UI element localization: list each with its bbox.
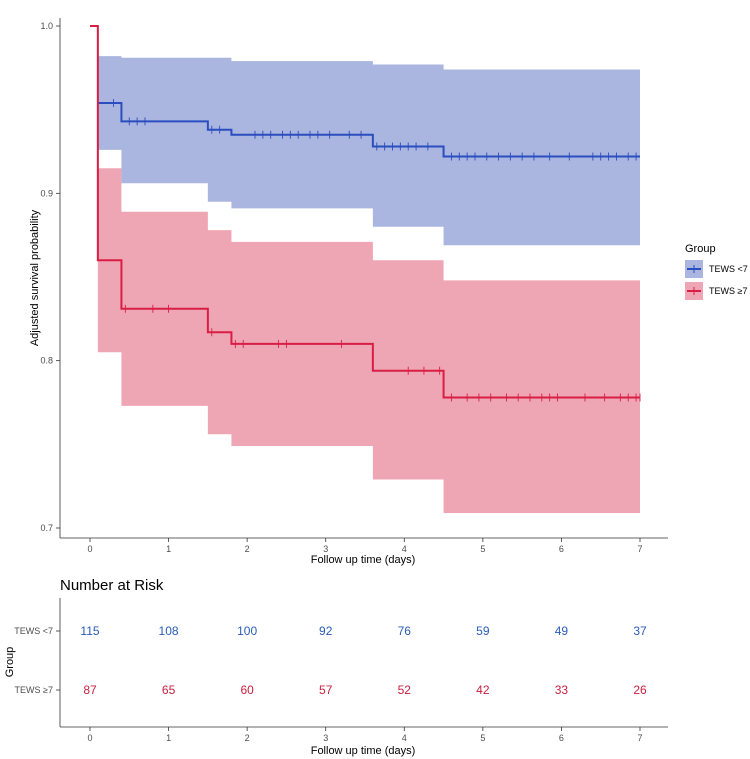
x-tick-label: 1 (166, 544, 171, 554)
x-tick-label: 7 (637, 544, 642, 554)
risk-x-axis-ticks: 0 1 2 3 4 5 6 7 (87, 727, 643, 743)
risk-value: 26 (633, 683, 647, 697)
x-tick-label: 0 (87, 544, 92, 554)
y-tick-label: 1.0 (40, 21, 53, 31)
censor-marks (113, 98, 641, 402)
risk-x-axis-title: Follow up time (days) (311, 745, 416, 757)
risk-value: 65 (162, 683, 176, 697)
y-tick-label: 0.8 (40, 356, 53, 366)
risk-x-tick-label: 5 (480, 733, 485, 743)
y-axis-title: Adjusted survival probability (29, 209, 41, 346)
x-tick-label: 3 (323, 544, 328, 554)
survival-lines (90, 25, 640, 399)
risk-value: 33 (555, 683, 569, 697)
risk-x-tick-label: 3 (323, 733, 328, 743)
x-tick-label: 6 (559, 544, 564, 554)
survival-line-series-2 (90, 25, 640, 399)
risk-value: 52 (398, 683, 412, 697)
y-tick-label: 0.7 (40, 523, 53, 533)
risk-table-title: Number at Risk (60, 577, 164, 594)
survival-line-series-1 (97, 101, 640, 158)
legend: Group TEWS <7 TEWS ≥7 (685, 243, 748, 300)
risk-value: 92 (319, 624, 333, 638)
risk-value: 87 (83, 683, 97, 697)
legend-label: TEWS <7 (709, 264, 748, 274)
risk-value: 100 (237, 624, 257, 638)
risk-value: 59 (476, 624, 490, 638)
ci-band-series-1 (97, 56, 641, 246)
risk-x-tick-label: 4 (402, 733, 407, 743)
legend-title: Group (685, 243, 716, 255)
risk-x-tick-label: 6 (559, 733, 564, 743)
x-axis-ticks: 0 1 2 3 4 5 6 7 (87, 538, 643, 554)
risk-x-tick-label: 1 (166, 733, 171, 743)
x-axis-title: Follow up time (days) (311, 554, 416, 566)
risk-x-tick-label: 7 (637, 733, 642, 743)
risk-x-tick-label: 2 (245, 733, 250, 743)
risk-value: 37 (633, 624, 647, 638)
x-tick-label: 4 (402, 544, 407, 554)
confidence-bands (97, 56, 641, 513)
risk-value: 60 (240, 683, 254, 697)
x-tick-label: 5 (480, 544, 485, 554)
risk-table: Number at Risk TEWS <7 115 108 100 92 76 59 49 3… (4, 577, 668, 757)
risk-row-label: TEWS ≥7 (15, 685, 53, 695)
risk-rows: TEWS <7 115 108 100 92 76 59 49 37 TEWS ≥7 87 65 60 5… (14, 624, 647, 697)
y-tick-label: 0.9 (40, 188, 53, 198)
x-tick-label: 2 (245, 544, 250, 554)
risk-value: 115 (80, 624, 99, 638)
risk-value: 49 (555, 624, 569, 638)
risk-row-label: TEWS <7 (14, 626, 53, 636)
risk-value: 42 (476, 683, 490, 697)
risk-value: 108 (159, 624, 179, 638)
risk-y-axis-title: Group (4, 647, 16, 678)
risk-value: 76 (398, 624, 412, 638)
legend-items: TEWS <7 TEWS ≥7 (685, 260, 748, 300)
risk-x-tick-label: 0 (87, 733, 92, 743)
risk-value: 57 (319, 683, 333, 697)
y-axis-ticks: 0.7 0.8 0.9 1.0 (40, 21, 60, 533)
ci-band-series-2 (97, 168, 641, 513)
main-plot-area: 0.7 0.8 0.9 1.0 0 1 2 3 4 5 6 7 Follow up time (da… (29, 18, 668, 566)
legend-label: TEWS ≥7 (709, 286, 747, 296)
